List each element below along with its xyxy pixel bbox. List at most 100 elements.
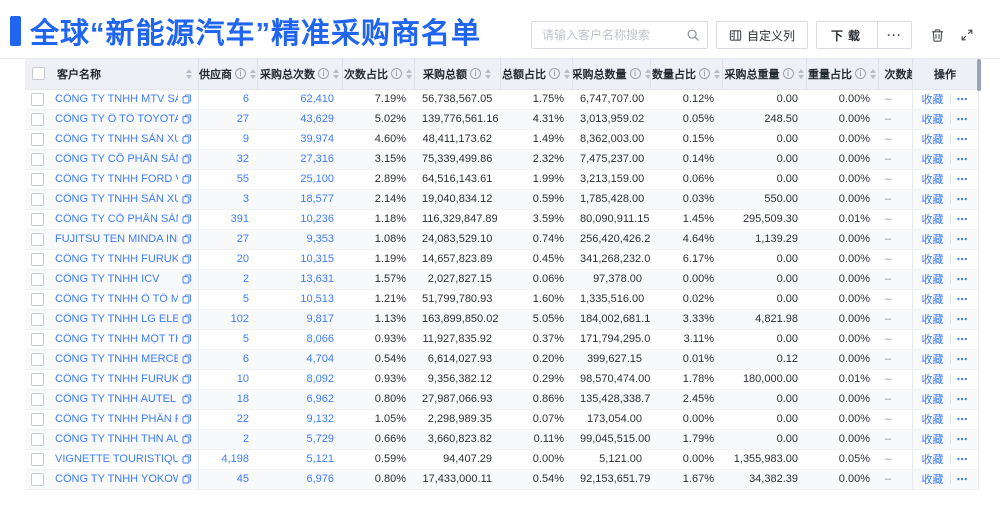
info-icon[interactable]: i [391, 68, 402, 80]
copy-icon[interactable] [182, 314, 192, 324]
row-checkbox[interactable] [31, 292, 44, 306]
row-checkbox[interactable] [31, 392, 44, 406]
search-icon[interactable] [686, 28, 700, 47]
copy-icon[interactable] [182, 254, 192, 264]
info-icon[interactable]: i [470, 68, 481, 80]
favorite-link[interactable]: 收藏 [921, 394, 944, 406]
copy-icon[interactable] [182, 454, 192, 464]
customer-name-link[interactable]: CÔNG TY TNHH YOKOWO VIỆT... [55, 473, 178, 485]
favorite-link[interactable]: 收藏 [921, 354, 944, 366]
favorite-link[interactable]: 收藏 [921, 414, 944, 426]
sort-icon[interactable] [185, 68, 192, 79]
column-header-weight[interactable]: 采购总重量 i [722, 59, 807, 90]
row-more-button[interactable]: ⋯ [956, 254, 969, 266]
favorite-link[interactable]: 收藏 [921, 334, 944, 346]
customer-name-link[interactable]: CÔNG TY TNHH FORD VIỆT NAM [55, 173, 178, 185]
row-more-button[interactable]: ⋯ [956, 294, 969, 306]
copy-icon[interactable] [182, 214, 192, 224]
row-more-button[interactable]: ⋯ [956, 374, 969, 386]
row-more-button[interactable]: ⋯ [956, 314, 969, 326]
copy-icon[interactable] [182, 394, 192, 404]
row-checkbox[interactable] [31, 252, 44, 266]
row-checkbox[interactable] [31, 372, 44, 386]
column-header-qty_pct[interactable]: 数量占比 i [650, 59, 723, 90]
row-checkbox[interactable] [31, 312, 44, 326]
row-more-button[interactable]: ⋯ [956, 194, 969, 206]
row-more-button[interactable]: ⋯ [956, 174, 969, 186]
customer-name-link[interactable]: FUJITSU TEN MINDA INDIA PVT... [55, 233, 178, 245]
column-header-name[interactable]: 客户名称 [51, 59, 199, 90]
customer-search[interactable] [530, 21, 708, 49]
customer-name-link[interactable]: CÔNG TY TNHH FURUKAWA A... [55, 253, 178, 265]
delete-icon[interactable] [926, 21, 948, 49]
customer-name-link[interactable]: CÔNG TY TNHH MTV SẢN XUẤ... [55, 93, 178, 105]
copy-icon[interactable] [182, 294, 192, 304]
copy-icon[interactable] [182, 94, 192, 104]
copy-icon[interactable] [182, 354, 192, 364]
sort-icon[interactable] [406, 68, 412, 79]
column-header-times_pct[interactable]: 次数占比 i [342, 59, 415, 90]
row-checkbox[interactable] [31, 172, 44, 186]
row-more-button[interactable]: ⋯ [956, 434, 969, 446]
row-checkbox[interactable] [31, 92, 44, 106]
row-more-button[interactable]: ⋯ [956, 214, 969, 226]
customer-name-link[interactable]: CÔNG TY TNHH MỘT THÀNH V... [55, 333, 178, 345]
sort-icon[interactable] [644, 68, 649, 79]
copy-icon[interactable] [182, 194, 192, 204]
sort-icon[interactable] [250, 68, 256, 79]
row-checkbox[interactable] [31, 192, 44, 206]
favorite-link[interactable]: 收藏 [921, 314, 944, 326]
row-checkbox[interactable] [31, 452, 44, 466]
customer-name-link[interactable]: CÔNG TY Ô TÔ TOYOTA VIỆT ... [55, 113, 178, 125]
copy-icon[interactable] [182, 414, 192, 424]
customer-name-link[interactable]: CÔNG TY CỔ PHẦN SẢN XUẤT... [55, 153, 178, 165]
favorite-link[interactable]: 收藏 [921, 234, 944, 246]
copy-icon[interactable] [182, 274, 192, 284]
info-icon[interactable]: i [855, 68, 866, 80]
favorite-link[interactable]: 收藏 [921, 114, 944, 126]
customer-name-link[interactable]: VIGNETTE TOURISTIQUE G UNI... [55, 453, 178, 465]
favorite-link[interactable]: 收藏 [921, 94, 944, 106]
download-more-button[interactable]: ··· [877, 21, 912, 49]
copy-icon[interactable] [182, 374, 192, 384]
copy-icon[interactable] [182, 134, 192, 144]
favorite-link[interactable]: 收藏 [921, 134, 944, 146]
row-more-button[interactable]: ⋯ [956, 354, 969, 366]
info-icon[interactable]: i [699, 68, 710, 80]
row-more-button[interactable]: ⋯ [956, 94, 969, 106]
favorite-link[interactable]: 收藏 [921, 294, 944, 306]
customer-name-link[interactable]: CÔNG TY TNHH FURUKAWA A... [55, 373, 178, 385]
copy-icon[interactable] [182, 174, 192, 184]
column-header-amount_pct[interactable]: 总额占比 i [500, 59, 573, 90]
sort-icon[interactable] [870, 68, 876, 79]
favorite-link[interactable]: 收藏 [921, 154, 944, 166]
copy-icon[interactable] [182, 434, 192, 444]
row-more-button[interactable]: ⋯ [956, 274, 969, 286]
favorite-link[interactable]: 收藏 [921, 274, 944, 286]
vertical-scrollbar[interactable] [977, 59, 981, 91]
customer-name-link[interactable]: CÔNG TY TNHH SẢN XUẤT VÀ ... [55, 193, 178, 205]
download-button[interactable]: 下载 [815, 21, 878, 49]
customer-name-link[interactable]: CÔNG TY TNHH Ô TÔ MITSUBI... [55, 293, 178, 305]
info-icon[interactable]: i [782, 68, 794, 80]
row-checkbox[interactable] [31, 232, 44, 246]
fullscreen-icon[interactable] [956, 21, 978, 49]
row-checkbox[interactable] [31, 112, 44, 126]
favorite-link[interactable]: 收藏 [921, 174, 944, 186]
customer-name-link[interactable]: CÔNG TY TNHH MERCEDES–B... [55, 353, 178, 365]
sort-icon[interactable] [564, 68, 570, 79]
info-icon[interactable]: i [629, 68, 641, 80]
customer-name-link[interactable]: CÔNG TY TNHH THN AUTOPAR... [55, 433, 178, 445]
customer-name-link[interactable]: CÔNG TY TNHH PHÂN PHỐI T... [55, 413, 178, 425]
column-header-supplier[interactable]: 供应商 i [198, 59, 258, 90]
column-header-times[interactable]: 采购总次数 i [257, 59, 343, 90]
column-header-qty[interactable]: 采购总数量 i [572, 59, 651, 90]
row-more-button[interactable]: ⋯ [956, 474, 969, 486]
customer-name-link[interactable]: CÔNG TY TNHH LG ELECTRON... [55, 313, 178, 325]
row-checkbox[interactable] [31, 352, 44, 366]
favorite-link[interactable]: 收藏 [921, 474, 944, 486]
row-checkbox[interactable] [31, 472, 44, 486]
favorite-link[interactable]: 收藏 [921, 454, 944, 466]
copy-icon[interactable] [182, 154, 192, 164]
customer-name-link[interactable]: CÔNG TY TNHH SẢN XUẤT VÀ ... [55, 133, 178, 145]
